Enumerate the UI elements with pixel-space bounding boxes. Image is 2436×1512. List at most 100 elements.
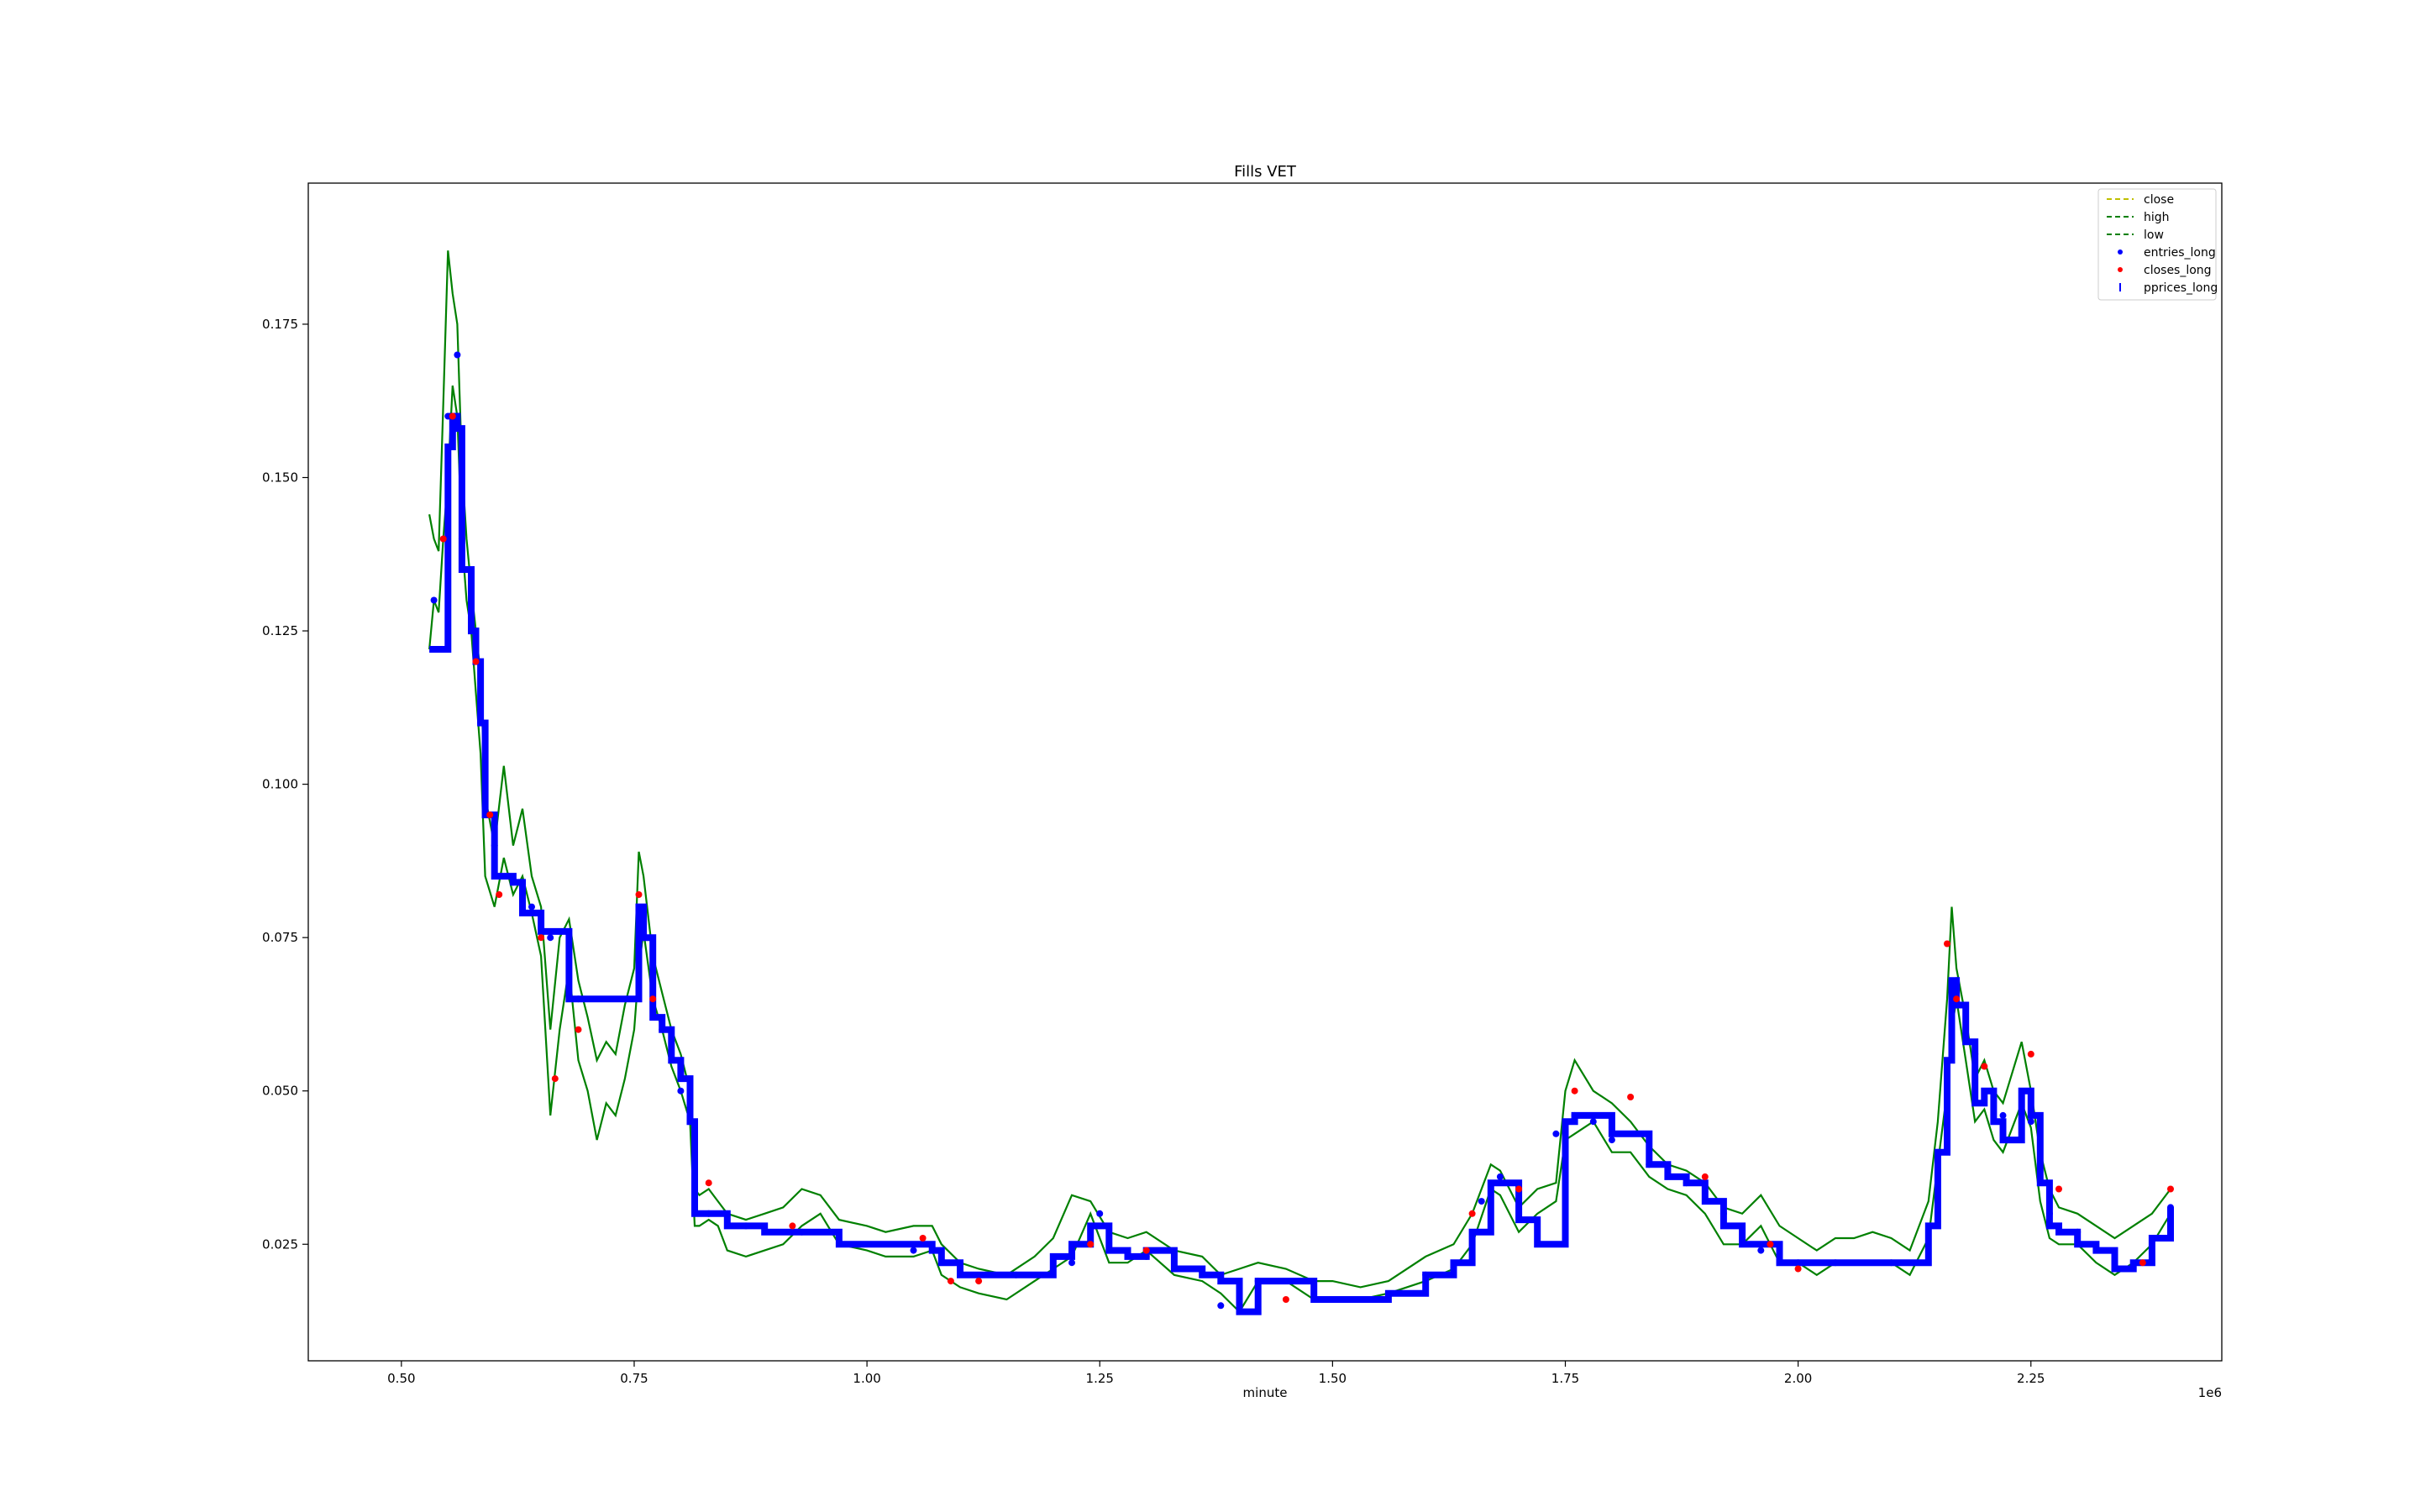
y-tick-label: 0.175 — [262, 317, 298, 332]
x-axis-offset-label: 1e6 — [2198, 1385, 2222, 1400]
point-closes_long — [1571, 1087, 1578, 1095]
point-closes_long — [2027, 1050, 2034, 1058]
point-entries_long — [444, 412, 452, 420]
point-entries_long — [640, 916, 648, 923]
point-entries_long — [910, 1247, 917, 1254]
point-entries_long — [547, 934, 554, 942]
point-closes_long — [2167, 1185, 2174, 1193]
point-closes_long — [1282, 1296, 1289, 1303]
point-entries_long — [491, 842, 498, 849]
point-entries_long — [1096, 1210, 1104, 1217]
x-tick-label: 0.75 — [620, 1371, 648, 1386]
point-closes_long — [789, 1222, 796, 1230]
point-entries_long — [2074, 1228, 2082, 1236]
point-closes_long — [1087, 1241, 1095, 1248]
point-entries_long — [468, 627, 475, 635]
point-closes_long — [1953, 995, 1961, 1003]
legend-label: entries_long — [2144, 246, 2216, 260]
point-entries_long — [2111, 1265, 2118, 1273]
point-entries_long — [1887, 1259, 1895, 1267]
point-closes_long — [538, 934, 545, 942]
y-axis: 0.025 0.050 0.075 0.100 0.125 0.150 0.175 — [262, 317, 308, 1252]
x-axis-label: minute — [1243, 1385, 1288, 1400]
y-tick-label: 0.025 — [262, 1236, 298, 1252]
chart-title: Fills VET — [1234, 163, 1297, 181]
point-entries_long — [477, 719, 485, 727]
point-closes_long — [705, 1179, 712, 1187]
point-closes_long — [1944, 940, 1950, 948]
point-entries_long — [1953, 977, 1961, 984]
point-entries_long — [1552, 1130, 1560, 1137]
point-closes_long — [635, 891, 643, 898]
point-entries_long — [2045, 1210, 2053, 1217]
x-tick-label: 0.50 — [387, 1371, 415, 1386]
legend-label: pprices_long — [2144, 281, 2218, 295]
point-entries_long — [1757, 1247, 1765, 1254]
x-tick-label: 2.25 — [2017, 1371, 2045, 1386]
point-entries_long — [798, 1228, 806, 1236]
series-step-pprices_long — [429, 412, 2174, 1315]
point-closes_long — [1627, 1094, 1635, 1100]
legend-label: close — [2144, 193, 2174, 207]
point-entries_long — [1329, 1296, 1336, 1303]
point-entries_long — [1608, 1137, 1615, 1144]
point-entries_long — [528, 903, 535, 911]
point-closes_long — [1142, 1247, 1150, 1254]
plot-area-frame — [307, 182, 2223, 1362]
point-entries_long — [1589, 1118, 1597, 1126]
point-entries_long — [1254, 1278, 1262, 1285]
point-entries_long — [659, 1026, 666, 1033]
point-entries_long — [575, 995, 582, 1003]
x-tick-label: 1.75 — [1551, 1371, 1579, 1386]
y-tick-label: 0.050 — [262, 1084, 298, 1099]
point-closes_long — [1981, 1063, 1988, 1070]
y-tick-label: 0.150 — [262, 470, 298, 486]
point-closes_long — [486, 811, 494, 819]
point-closes_long — [1701, 1173, 1709, 1180]
point-entries_long — [705, 1210, 712, 1217]
point-entries_long — [1068, 1259, 1075, 1267]
point-entries_long — [1217, 1302, 1225, 1310]
point-closes_long — [2139, 1259, 2146, 1267]
point-entries_long — [458, 535, 465, 543]
point-entries_long — [1999, 1111, 2007, 1119]
x-tick-label: 1.50 — [1319, 1371, 1347, 1386]
point-entries_long — [1683, 1179, 1690, 1187]
point-closes_long — [472, 658, 480, 665]
y-tick-label: 0.075 — [262, 930, 298, 945]
point-closes_long — [975, 1278, 983, 1285]
point-entries_long — [454, 351, 461, 359]
point-entries_long — [1478, 1198, 1485, 1205]
point-entries_long — [1571, 1111, 1578, 1119]
point-entries_long — [1794, 1259, 1802, 1267]
legend-label: high — [2144, 211, 2170, 224]
point-closes_long — [551, 1075, 559, 1083]
point-closes_long — [2055, 1185, 2062, 1193]
legend-swatch-closes_long — [2118, 267, 2123, 272]
point-entries_long — [430, 596, 438, 604]
point-entries_long — [1012, 1271, 1020, 1278]
legend-swatch-entries_long — [2118, 249, 2123, 255]
point-entries_long — [686, 1118, 694, 1126]
point-entries_long — [1971, 1050, 1979, 1058]
point-entries_long — [2167, 1204, 2174, 1211]
point-entries_long — [1422, 1271, 1430, 1278]
point-closes_long — [919, 1235, 927, 1242]
point-entries_long — [1934, 1148, 1941, 1156]
x-tick-label: 1.00 — [853, 1371, 880, 1386]
point-entries_long — [743, 1222, 749, 1230]
point-entries_long — [1646, 1161, 1653, 1168]
point-entries_long — [1944, 1075, 1950, 1083]
point-entries_long — [1719, 1210, 1727, 1217]
y-tick-label: 0.100 — [262, 777, 298, 792]
point-entries_long — [677, 1087, 685, 1095]
point-closes_long — [649, 995, 657, 1003]
point-closes_long — [1794, 1265, 1802, 1273]
point-closes_long — [947, 1278, 954, 1285]
x-tick-label: 1.25 — [1086, 1371, 1114, 1386]
x-tick-label: 2.00 — [1784, 1371, 1812, 1386]
point-closes_long — [575, 1026, 582, 1033]
point-closes_long — [1468, 1210, 1476, 1217]
